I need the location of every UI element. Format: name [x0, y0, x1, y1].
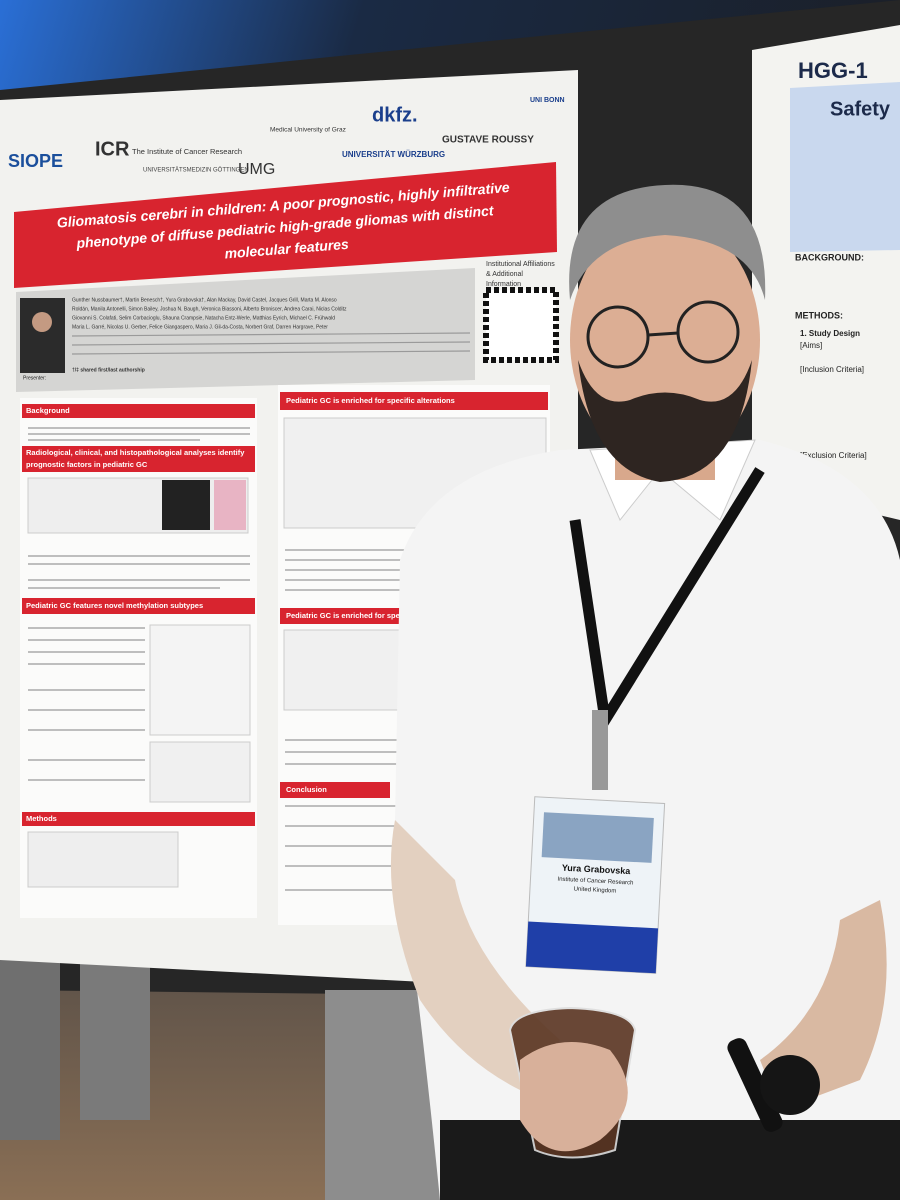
logo: SIOPE: [8, 151, 63, 171]
author-line: Roldán, Manila Antonelli, Simon Bailey, …: [72, 306, 347, 312]
section-title: Pediatric GC is enriched for specific al…: [286, 396, 455, 405]
legs: [80, 960, 150, 1120]
section-title: Pediatric GC features novel methylation …: [26, 601, 203, 610]
right-poster-subtitle: Safety: [830, 98, 891, 120]
author-line: Maria L. Garré, Nicolas U. Gerber, Felic…: [72, 324, 328, 330]
affiliations-note: & Additional: [486, 271, 523, 278]
section-header: [22, 812, 255, 826]
logo: UMG: [238, 161, 275, 178]
badge-strip: [525, 921, 659, 974]
right-heading: METHODS:: [795, 310, 843, 320]
badge-name: Yura Grabovska: [562, 863, 632, 877]
figure: [149, 741, 251, 803]
right-heading: 1. Study Design: [800, 329, 860, 338]
affiliations-note: Information: [486, 281, 521, 288]
title-banner: [14, 162, 557, 288]
badge-banner: [541, 812, 654, 863]
badge-line: United Kingdom: [573, 886, 616, 894]
authorship-note: †/‡ shared first/last authorship: [72, 367, 145, 373]
logo: Medical University of Graz: [270, 127, 346, 134]
section-header: [22, 404, 255, 418]
right-poster-title: HGG-1: [798, 58, 868, 83]
affiliations-note: Institutional Affiliations: [486, 261, 555, 268]
section-title: Pediatric GC is enriched for specific tu…: [286, 611, 431, 620]
legs: [0, 960, 60, 1140]
histology-figure: [214, 480, 246, 530]
text-line: [71, 332, 471, 337]
author-line: Giovanni S. Colafati, Selim Corbacioglu,…: [72, 315, 335, 321]
trousers: [440, 1120, 900, 1200]
author-line: Gunther Nussbaumer†, Martin Benesch†, Yu…: [72, 297, 337, 303]
logo: The Institute of Cancer Research: [132, 147, 242, 156]
author-block: [16, 268, 475, 392]
logo: UNI BONN: [530, 97, 565, 104]
author-list: Gunther Nussbaumer†, Martin Benesch†, Yu…: [71, 297, 471, 373]
logos: SIOPE ICR The Institute of Cancer Resear…: [8, 97, 565, 178]
hands: [520, 1042, 628, 1152]
text-line: [71, 350, 471, 355]
logo: UNIVERSITÄTSMEDIZIN GÖTTINGEN: [143, 167, 249, 174]
presenter-label: Presenter:: [23, 375, 46, 381]
figure: [149, 624, 251, 736]
section-title: Background: [26, 406, 70, 415]
section-header: [280, 392, 548, 410]
glasses: [676, 300, 740, 364]
figure: [27, 477, 249, 534]
badge: Yura Grabovska Institute of Cancer Resea…: [525, 796, 666, 974]
presenter-photo: [20, 298, 65, 373]
figure: [27, 831, 179, 888]
beard: [578, 360, 752, 482]
section-header: [280, 782, 390, 798]
right-heading: [Exclusion Criteria]: [800, 451, 867, 460]
logo: dkfz.: [372, 104, 418, 126]
glasses-bridge: [647, 331, 679, 337]
lanyard-clip: [592, 710, 608, 790]
badge-line: Institute of Cancer Research: [557, 877, 633, 887]
section-title: Methods: [26, 814, 57, 823]
mri-figure: [162, 480, 210, 530]
section-header: [22, 598, 255, 614]
right-heading: [Inclusion Criteria]: [800, 365, 864, 374]
hair: [569, 184, 766, 300]
logo: GUSTAVE ROUSSY: [442, 135, 534, 146]
presenter-face: [32, 312, 52, 332]
logo: ICR: [95, 138, 130, 160]
watch: [760, 1055, 820, 1115]
right-poster-box: [790, 82, 900, 252]
right-heading: BACKGROUND:: [795, 252, 864, 262]
glasses: [586, 305, 650, 369]
watch-strap: [727, 1038, 783, 1132]
section-header: [22, 446, 255, 472]
qr-code: [483, 287, 559, 363]
section-title: Radiological, clinical, and histopatholo…: [26, 448, 245, 457]
text-line: [71, 341, 471, 346]
right-heading: [Aims]: [800, 341, 822, 350]
section-title: prognostic factors in pediatric GC: [26, 460, 148, 469]
logo: UNIVERSITÄT WÜRZBURG: [342, 150, 445, 159]
section-title: Conclusion: [286, 785, 327, 794]
